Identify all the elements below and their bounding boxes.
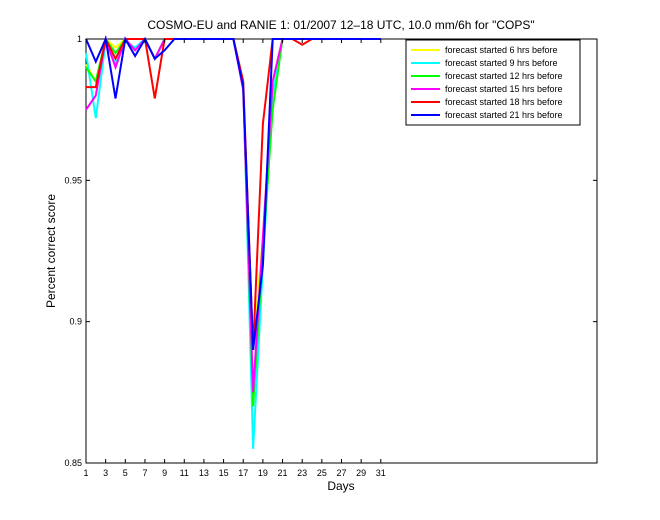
x-tick-label: 19 xyxy=(258,468,268,478)
x-tick-label: 21 xyxy=(278,468,288,478)
chart-title: COSMO-EU and RANIE 1: 01/2007 12–18 UTC,… xyxy=(147,18,534,32)
legend-label: forecast started 12 hrs before xyxy=(445,71,563,81)
x-tick-label: 27 xyxy=(336,468,346,478)
x-tick-label: 23 xyxy=(297,468,307,478)
y-tick-label: 0.85 xyxy=(64,458,82,468)
y-tick-label: 0.9 xyxy=(69,317,82,327)
x-tick-label: 1 xyxy=(83,468,88,478)
x-axis: 1 3 5 7 9 11 13 15 17 19 21 23 25 27 29 31 xyxy=(83,39,386,478)
x-tick-label: 29 xyxy=(356,468,366,478)
x-tick-label: 31 xyxy=(376,468,386,478)
y-axis-label: Percent correct score xyxy=(44,194,58,308)
y-tick-label: 1 xyxy=(77,34,82,44)
legend-label: forecast started 9 hrs before xyxy=(445,58,558,68)
x-tick-label: 15 xyxy=(219,468,229,478)
x-tick-label: 9 xyxy=(162,468,167,478)
legend: forecast started 6 hrs before forecast st… xyxy=(405,39,581,126)
legend-items: forecast started 6 hrs before forecast st… xyxy=(411,45,563,120)
x-tick-label: 3 xyxy=(103,468,108,478)
legend-box xyxy=(405,39,581,126)
x-tick-label: 13 xyxy=(199,468,209,478)
legend-label: forecast started 21 hrs before xyxy=(445,110,563,120)
x-tick-label: 11 xyxy=(180,468,189,478)
x-tick-label: 17 xyxy=(238,468,248,478)
legend-label: forecast started 6 hrs before xyxy=(445,45,558,55)
series-line-5 xyxy=(85,35,381,351)
x-tick-label: 5 xyxy=(123,468,128,478)
legend-label: forecast started 18 hrs before xyxy=(445,97,563,107)
y-tick-label: 0.95 xyxy=(64,175,82,185)
legend-label: forecast started 15 hrs before xyxy=(445,84,563,94)
y-axis: 0.85 0.9 0.95 1 xyxy=(64,34,597,468)
x-tick-label: 25 xyxy=(317,468,327,478)
x-axis-label: Days xyxy=(327,479,354,493)
series-layer xyxy=(85,35,381,449)
x-tick-label: 7 xyxy=(142,468,147,478)
